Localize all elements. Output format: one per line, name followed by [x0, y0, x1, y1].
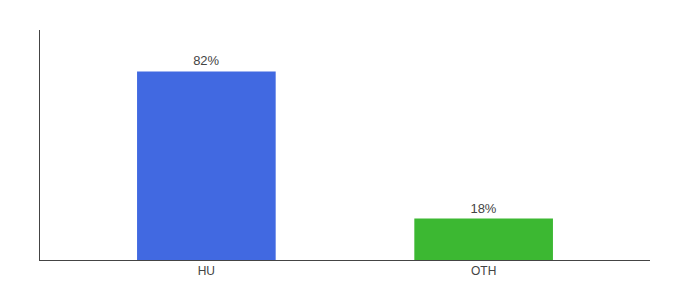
svg-text:18%: 18% [470, 201, 496, 216]
svg-text:HU: HU [198, 264, 215, 278]
svg-text:82%: 82% [193, 53, 219, 68]
svg-text:OTH: OTH [471, 264, 496, 278]
